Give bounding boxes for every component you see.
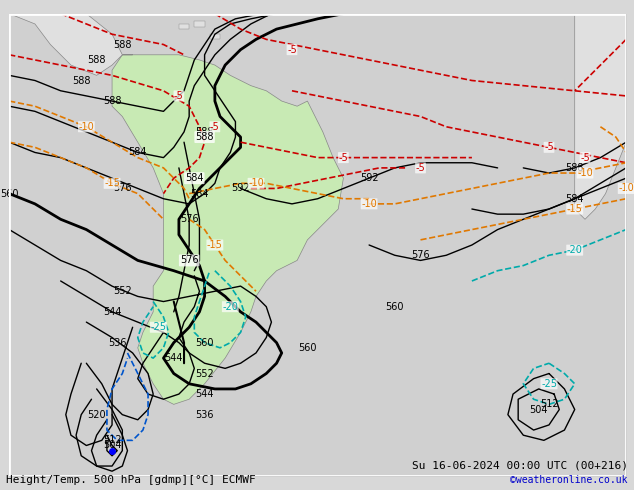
Text: -15: -15 (104, 178, 120, 188)
Text: 544: 544 (103, 307, 121, 317)
Text: -5: -5 (580, 152, 590, 163)
Text: -10: -10 (248, 178, 264, 188)
Text: Height/Temp. 500 hPa [gdmp][°C] ECMWF: Height/Temp. 500 hPa [gdmp][°C] ECMWF (6, 475, 256, 485)
Text: -10: -10 (618, 183, 634, 194)
Polygon shape (179, 24, 189, 29)
Text: 560: 560 (0, 189, 18, 198)
Text: -5: -5 (339, 152, 348, 163)
Polygon shape (194, 22, 205, 26)
Text: 536: 536 (108, 338, 126, 348)
Text: 560: 560 (298, 343, 316, 353)
Text: 504: 504 (529, 405, 548, 415)
Text: -5: -5 (287, 45, 297, 55)
Text: 560: 560 (385, 302, 404, 312)
Text: 504: 504 (103, 441, 121, 450)
Polygon shape (210, 34, 220, 39)
Text: 588: 588 (87, 55, 106, 65)
Text: 544: 544 (195, 389, 214, 399)
Text: 592: 592 (231, 183, 250, 194)
Text: 552: 552 (195, 368, 214, 378)
Text: 576: 576 (113, 183, 132, 194)
Text: 592: 592 (359, 173, 378, 183)
Text: -5: -5 (416, 163, 425, 173)
Text: -20: -20 (567, 245, 583, 255)
Text: -5: -5 (174, 91, 184, 101)
Text: 512: 512 (103, 435, 121, 445)
Text: 584: 584 (566, 194, 584, 204)
Text: 584: 584 (190, 189, 209, 198)
Polygon shape (112, 55, 344, 404)
Text: -25: -25 (150, 322, 166, 332)
Text: 536: 536 (195, 410, 214, 419)
Text: -15: -15 (567, 204, 583, 214)
Text: 520: 520 (87, 410, 106, 419)
Text: Su 16-06-2024 00:00 UTC (00+216): Su 16-06-2024 00:00 UTC (00+216) (411, 461, 628, 470)
Text: -20: -20 (223, 302, 238, 312)
Text: -10: -10 (577, 168, 593, 178)
Polygon shape (10, 14, 122, 75)
Text: 576: 576 (180, 255, 198, 266)
Text: 544: 544 (164, 353, 183, 363)
Text: -5: -5 (210, 122, 220, 132)
Text: -15: -15 (207, 240, 223, 250)
Text: ©weatheronline.co.uk: ©weatheronline.co.uk (510, 475, 628, 485)
Text: 588: 588 (113, 40, 132, 49)
Text: 588: 588 (195, 132, 214, 142)
Text: -25: -25 (541, 379, 557, 389)
Text: 552: 552 (113, 286, 132, 296)
Text: 560: 560 (195, 338, 214, 348)
Text: 512: 512 (540, 399, 559, 409)
Text: 588: 588 (195, 127, 214, 137)
Polygon shape (574, 14, 626, 220)
Text: -10: -10 (79, 122, 94, 132)
Text: 576: 576 (411, 250, 430, 260)
Text: 588: 588 (72, 75, 91, 85)
Text: 576: 576 (180, 214, 198, 224)
Text: 584: 584 (129, 147, 147, 157)
Text: 584: 584 (185, 173, 204, 183)
Text: 588: 588 (103, 96, 121, 106)
Text: 588: 588 (566, 163, 584, 173)
Text: -10: -10 (361, 199, 377, 209)
Text: -5: -5 (544, 142, 554, 152)
